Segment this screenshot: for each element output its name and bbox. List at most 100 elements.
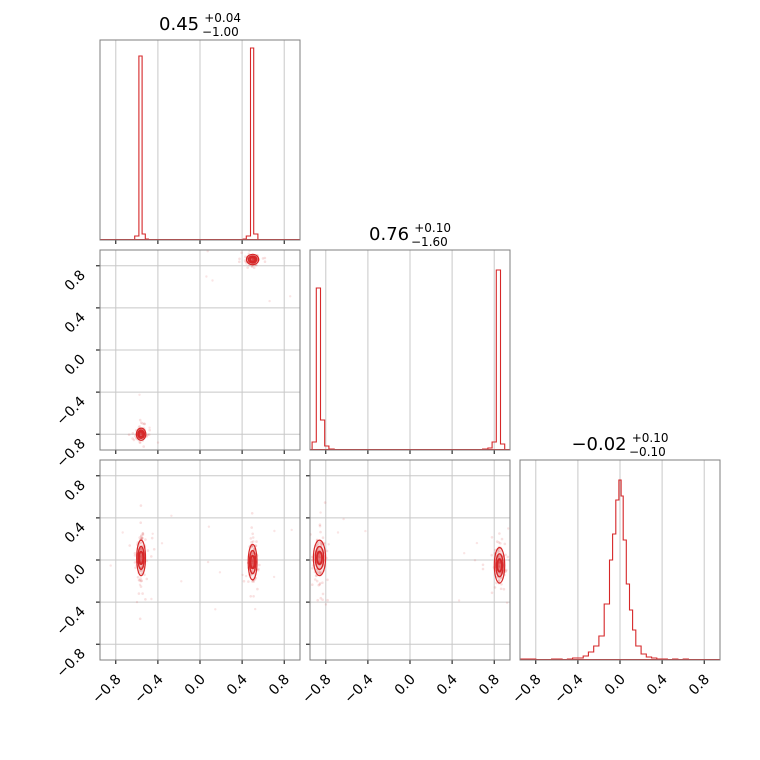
scatter-outlier [135, 600, 139, 604]
scatter-point [141, 422, 144, 425]
x-tick-label: 0.4 [224, 671, 251, 698]
scatter-point [254, 544, 258, 547]
panel-frame [309, 459, 511, 661]
scatter-point [311, 583, 314, 586]
scatter-outlier [277, 604, 279, 606]
scatter-outlier [289, 295, 292, 298]
y-tick-label: 0.8 [62, 477, 89, 504]
scatter-point [128, 544, 131, 547]
scatter-point [238, 260, 241, 264]
x-tick-label: 0.8 [686, 672, 713, 699]
scatter-point [138, 441, 141, 444]
param-1-value: 0.76 [369, 224, 409, 245]
x-tick-label: 0.4 [434, 671, 461, 698]
scatter-point [316, 543, 319, 547]
y-tick-label: −0.4 [53, 394, 88, 429]
scatter-outlier [542, 525, 544, 527]
scatter-outlier [220, 240, 222, 242]
scatter-outlier [206, 250, 209, 253]
scatter-point [498, 532, 501, 535]
scatter-point [251, 559, 254, 562]
scatter-point [143, 422, 146, 426]
scatter-outlier [342, 517, 345, 521]
scatter-point [317, 583, 321, 587]
scatter-point [496, 549, 500, 553]
scatter-outlier [463, 552, 466, 555]
scatter-point [147, 433, 151, 436]
scatter-outlier [173, 471, 175, 473]
param-0-title: 0.45 +0.04 [159, 11, 241, 35]
scatter-point [319, 570, 322, 573]
scatter-point [139, 569, 143, 573]
scatter-point [490, 591, 494, 595]
scatter-outlier [336, 531, 340, 534]
y-tick-label: 0.4 [62, 519, 89, 546]
x-tick-label: −0.8 [89, 672, 124, 707]
scatter-outlier [205, 275, 208, 278]
scatter-point [317, 556, 321, 559]
scatter-point [139, 556, 143, 559]
scatter-point [504, 569, 508, 573]
scatter-outlier [121, 531, 124, 534]
tick-label-layer: −0.8 −0.4 0.0 0.4 0.8 −0.8 −0.4 0.0 0.4 0.8 −0.8 −0… [53, 267, 713, 707]
scatter-outlier [285, 583, 287, 585]
scatter-point [303, 580, 306, 583]
histogram-2 [520, 479, 689, 660]
scatter-point [315, 568, 319, 572]
x-tick-label: 0.0 [182, 672, 209, 699]
scatter-outlier [160, 542, 164, 545]
scatter-point [325, 549, 329, 553]
scatter-outlier [268, 299, 271, 303]
scatter-point [246, 266, 249, 269]
scatter-point [250, 540, 253, 544]
scatter-point [315, 579, 319, 583]
scatter-point [498, 561, 502, 565]
scatter-point [323, 501, 327, 504]
scatter-point [133, 554, 137, 557]
x-tick-label: 0.0 [392, 672, 419, 699]
scatter-point [311, 567, 314, 570]
scatter-point [249, 537, 253, 540]
scatter-point [497, 564, 501, 568]
scatter-outlier [505, 601, 509, 604]
density-contour [249, 554, 256, 570]
param-1-upper-error: +0.10 [414, 221, 451, 235]
scatter-point [316, 598, 320, 602]
x-tick-label: −0.4 [341, 671, 376, 706]
x-tick-label: −0.4 [131, 671, 166, 706]
scatter-point [506, 555, 510, 559]
scatter-point [251, 562, 254, 566]
scatter-point [319, 571, 323, 575]
scatter-point [498, 560, 501, 564]
scatter-point [250, 561, 254, 564]
scatter-point [256, 568, 260, 572]
scatter-point [252, 266, 256, 270]
y-tick-label: 0.0 [62, 352, 89, 379]
x-tick-label: 0.8 [476, 672, 503, 699]
scatter-outlier [170, 514, 173, 517]
scatter-point [318, 524, 322, 528]
param-1-lower-error: −1.60 [411, 235, 448, 249]
scatter-point [127, 433, 131, 437]
scatter-point [134, 566, 137, 570]
scatter-point [251, 532, 254, 536]
scatter-outlier [211, 279, 214, 282]
scatter-point [315, 545, 318, 548]
scatter-point [139, 547, 143, 551]
scatter-point [146, 433, 149, 437]
scatter-point [244, 255, 247, 258]
scatter-point [317, 572, 321, 575]
density-contour [496, 558, 503, 573]
histogram-1 [311, 269, 506, 450]
scatter-point [498, 555, 502, 559]
scatter-point [503, 542, 507, 546]
scatter-point [304, 545, 307, 548]
scatter-point [256, 587, 259, 591]
scatter-point [318, 582, 322, 585]
scatter-point [319, 530, 322, 534]
scatter-point [495, 540, 499, 543]
scatter-point [317, 555, 321, 558]
scatter-outlier [532, 598, 534, 600]
scatter-panel-2-0 [109, 504, 293, 621]
